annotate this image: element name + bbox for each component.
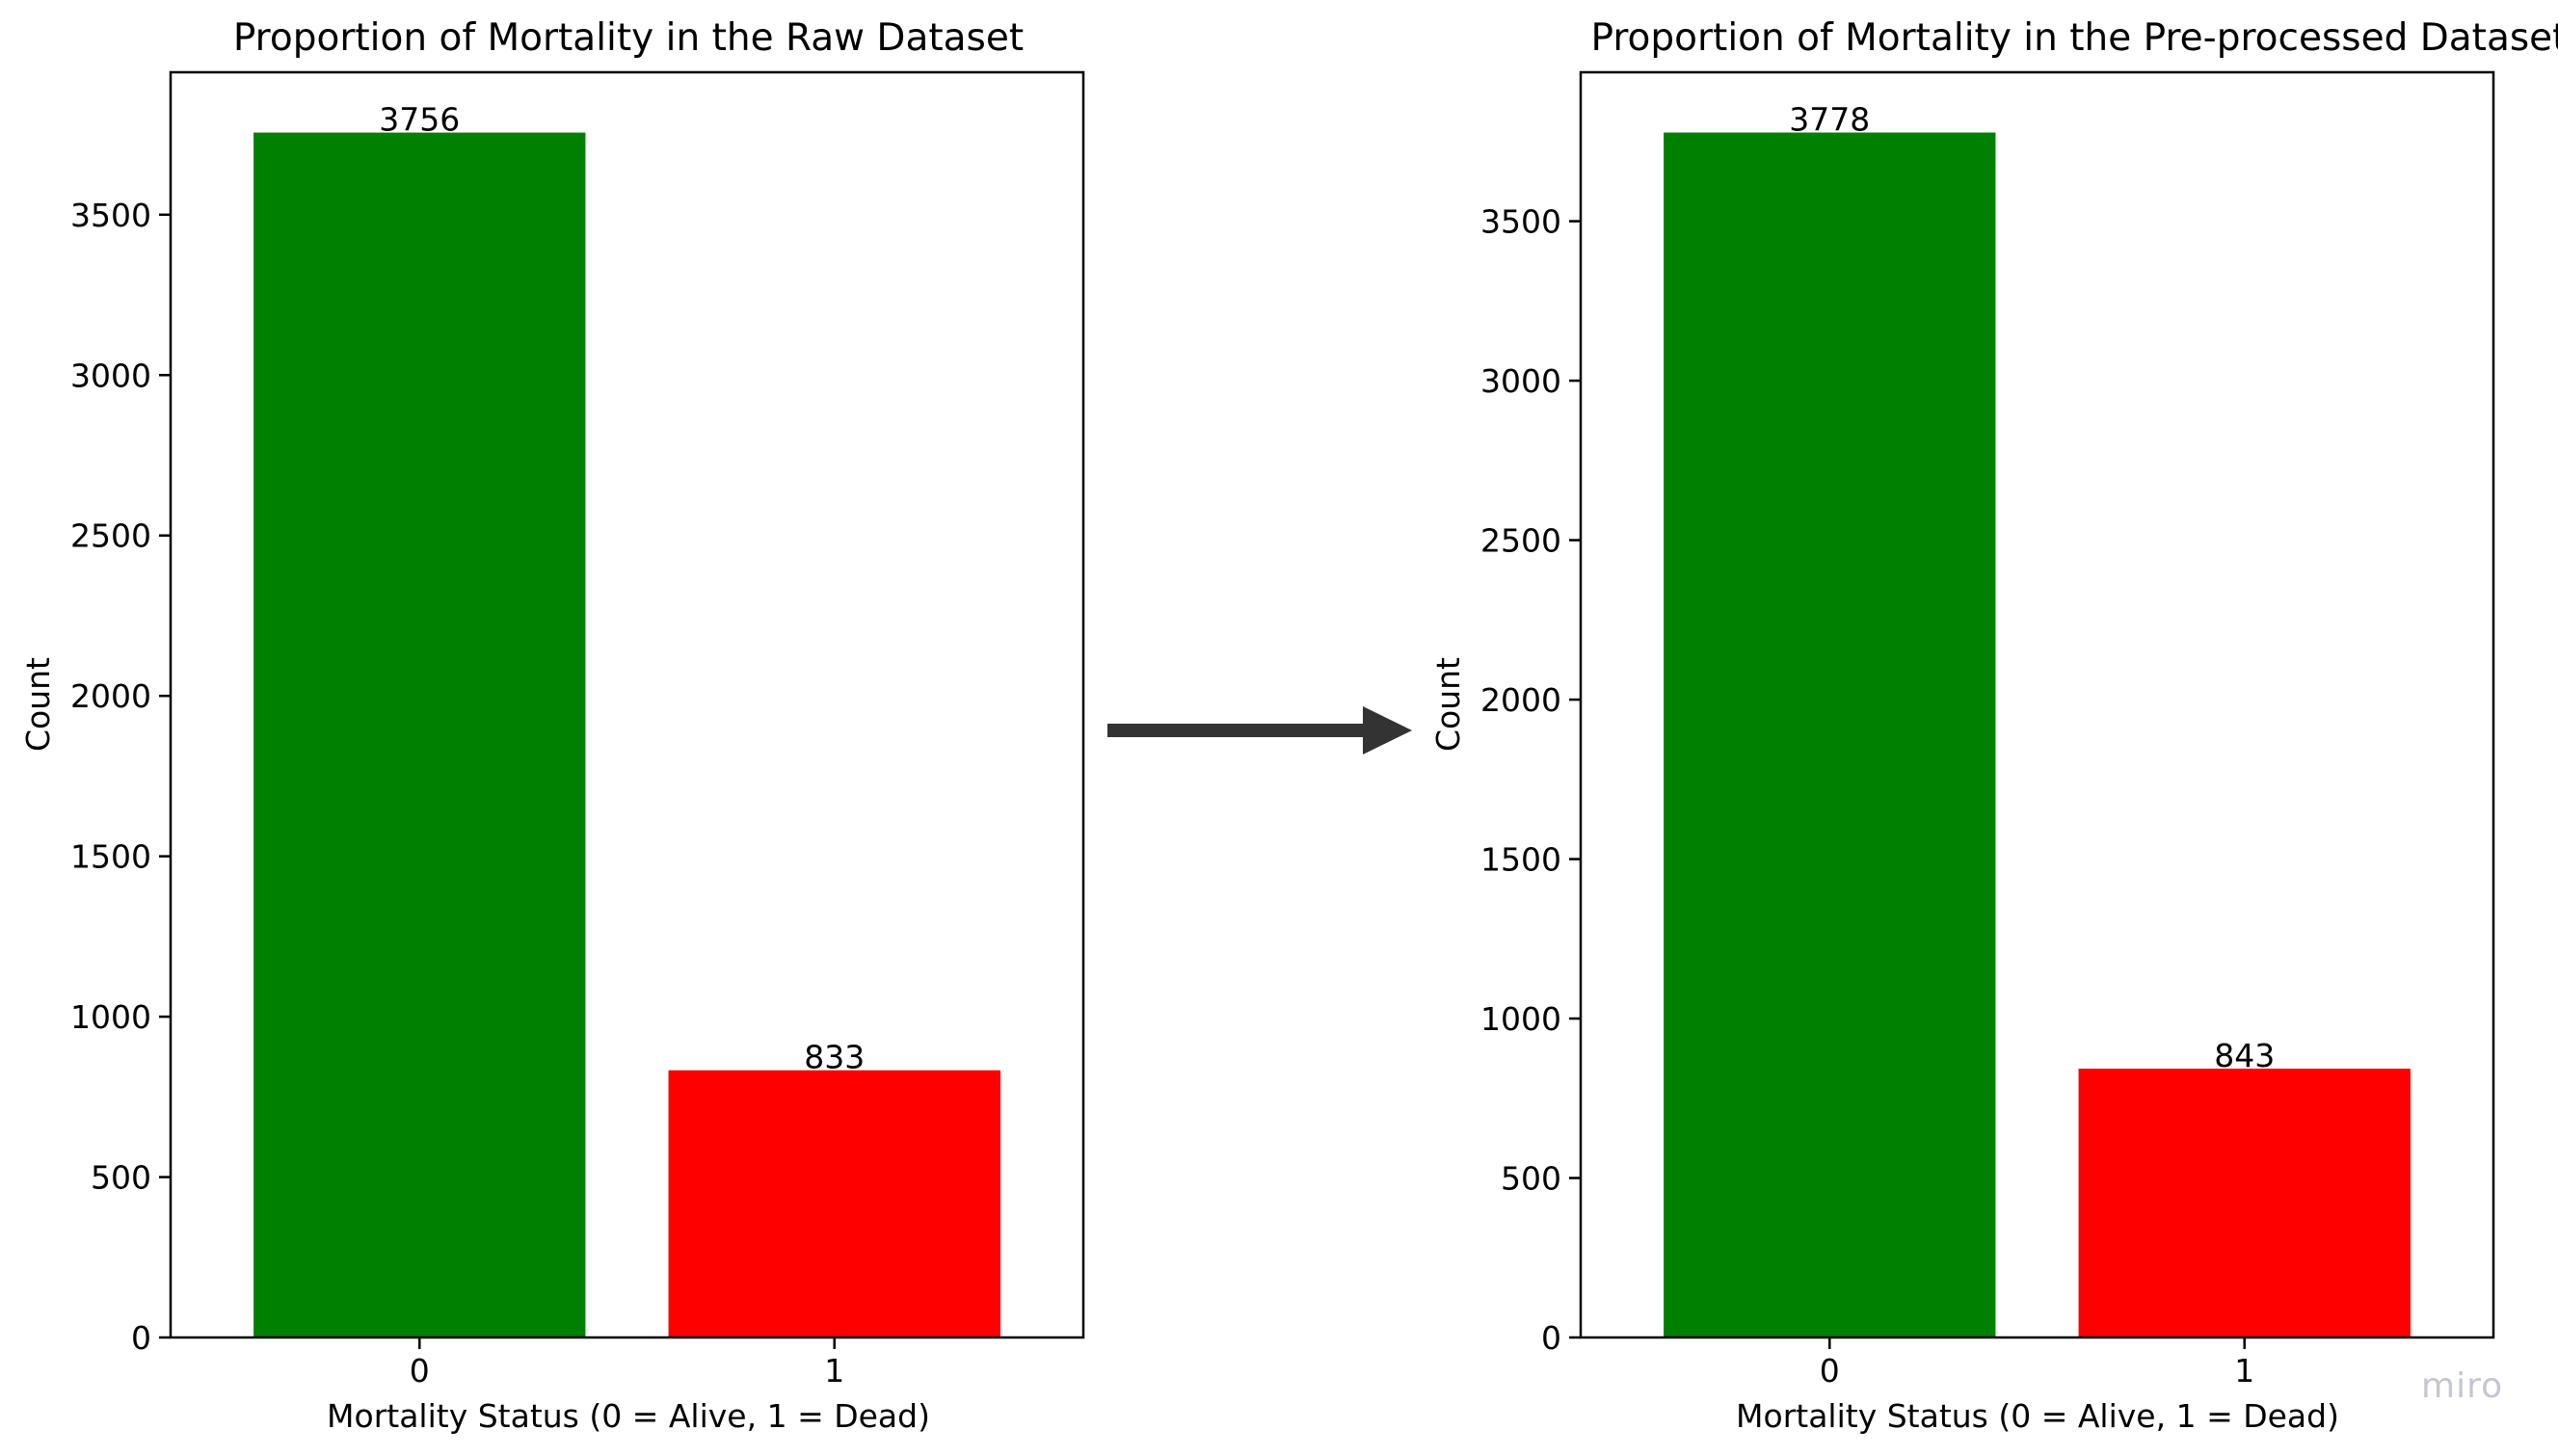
axes-frame [1579, 70, 2495, 1339]
x-tick-label: 0 [1820, 1352, 1840, 1390]
bar-value-label: 833 [804, 1039, 865, 1076]
y-tick-label: 2500 [70, 517, 151, 555]
arrow-icon [1107, 706, 1412, 754]
x-axis-label: Mortality Status (0 = Alive, 1 = Dead) [327, 1397, 930, 1435]
y-tick-label: 500 [1501, 1160, 1561, 1198]
y-tick-label: 1000 [1480, 1000, 1561, 1038]
y-tick-label: 3000 [70, 357, 151, 394]
y-tick-label: 1000 [70, 998, 151, 1036]
chart-raw: Proportion of Mortality in the Raw Datas… [19, 16, 1085, 1435]
x-tick-label: 1 [824, 1352, 844, 1390]
y-tick-label: 3000 [1480, 362, 1561, 400]
chart-preprocessed: Proportion of Mortality in the Pre-proce… [1429, 16, 2558, 1435]
y-tick-label: 1500 [70, 838, 151, 876]
miro-watermark: miro [2421, 1366, 2504, 1406]
bar-1 [2078, 1068, 2411, 1337]
y-axis-ticks: 0 500 1000 1500 2000 2500 3000 3500 [1480, 203, 1581, 1357]
y-tick-label: 0 [131, 1319, 151, 1357]
y-tick-label: 2500 [1480, 522, 1561, 560]
y-tick-label: 3500 [1480, 203, 1561, 241]
x-tick-label: 0 [410, 1352, 430, 1390]
bar-value-label: 843 [2214, 1037, 2275, 1074]
chart-title: Proportion of Mortality in the Pre-proce… [1591, 16, 2558, 60]
y-tick-label: 0 [1541, 1319, 1561, 1357]
y-tick-label: 1500 [1480, 841, 1561, 879]
axes-frame [169, 70, 1085, 1339]
bar-0 [253, 132, 586, 1338]
bar-0 [1664, 132, 1996, 1338]
chart-title: Proportion of Mortality in the Raw Datas… [233, 16, 1024, 60]
bar-1 [668, 1070, 1000, 1337]
y-tick-label: 3500 [70, 197, 151, 234]
bar-value-label: 3778 [1789, 101, 1870, 139]
y-tick-label: 2000 [1480, 681, 1561, 719]
bars: 3778 843 [1664, 101, 2411, 1338]
x-tick-label: 1 [2234, 1352, 2254, 1390]
bar-value-label: 3756 [379, 101, 460, 139]
y-axis-label: Count [19, 657, 57, 752]
y-axis-label: Count [1429, 657, 1467, 752]
x-axis-label: Mortality Status (0 = Alive, 1 = Dead) [1736, 1397, 2339, 1435]
y-axis-ticks: 0 500 1000 1500 2000 2500 3000 3500 [70, 197, 171, 1357]
y-tick-label: 500 [91, 1159, 151, 1197]
y-tick-label: 2000 [70, 677, 151, 715]
bars: 3756 833 [253, 101, 1000, 1338]
